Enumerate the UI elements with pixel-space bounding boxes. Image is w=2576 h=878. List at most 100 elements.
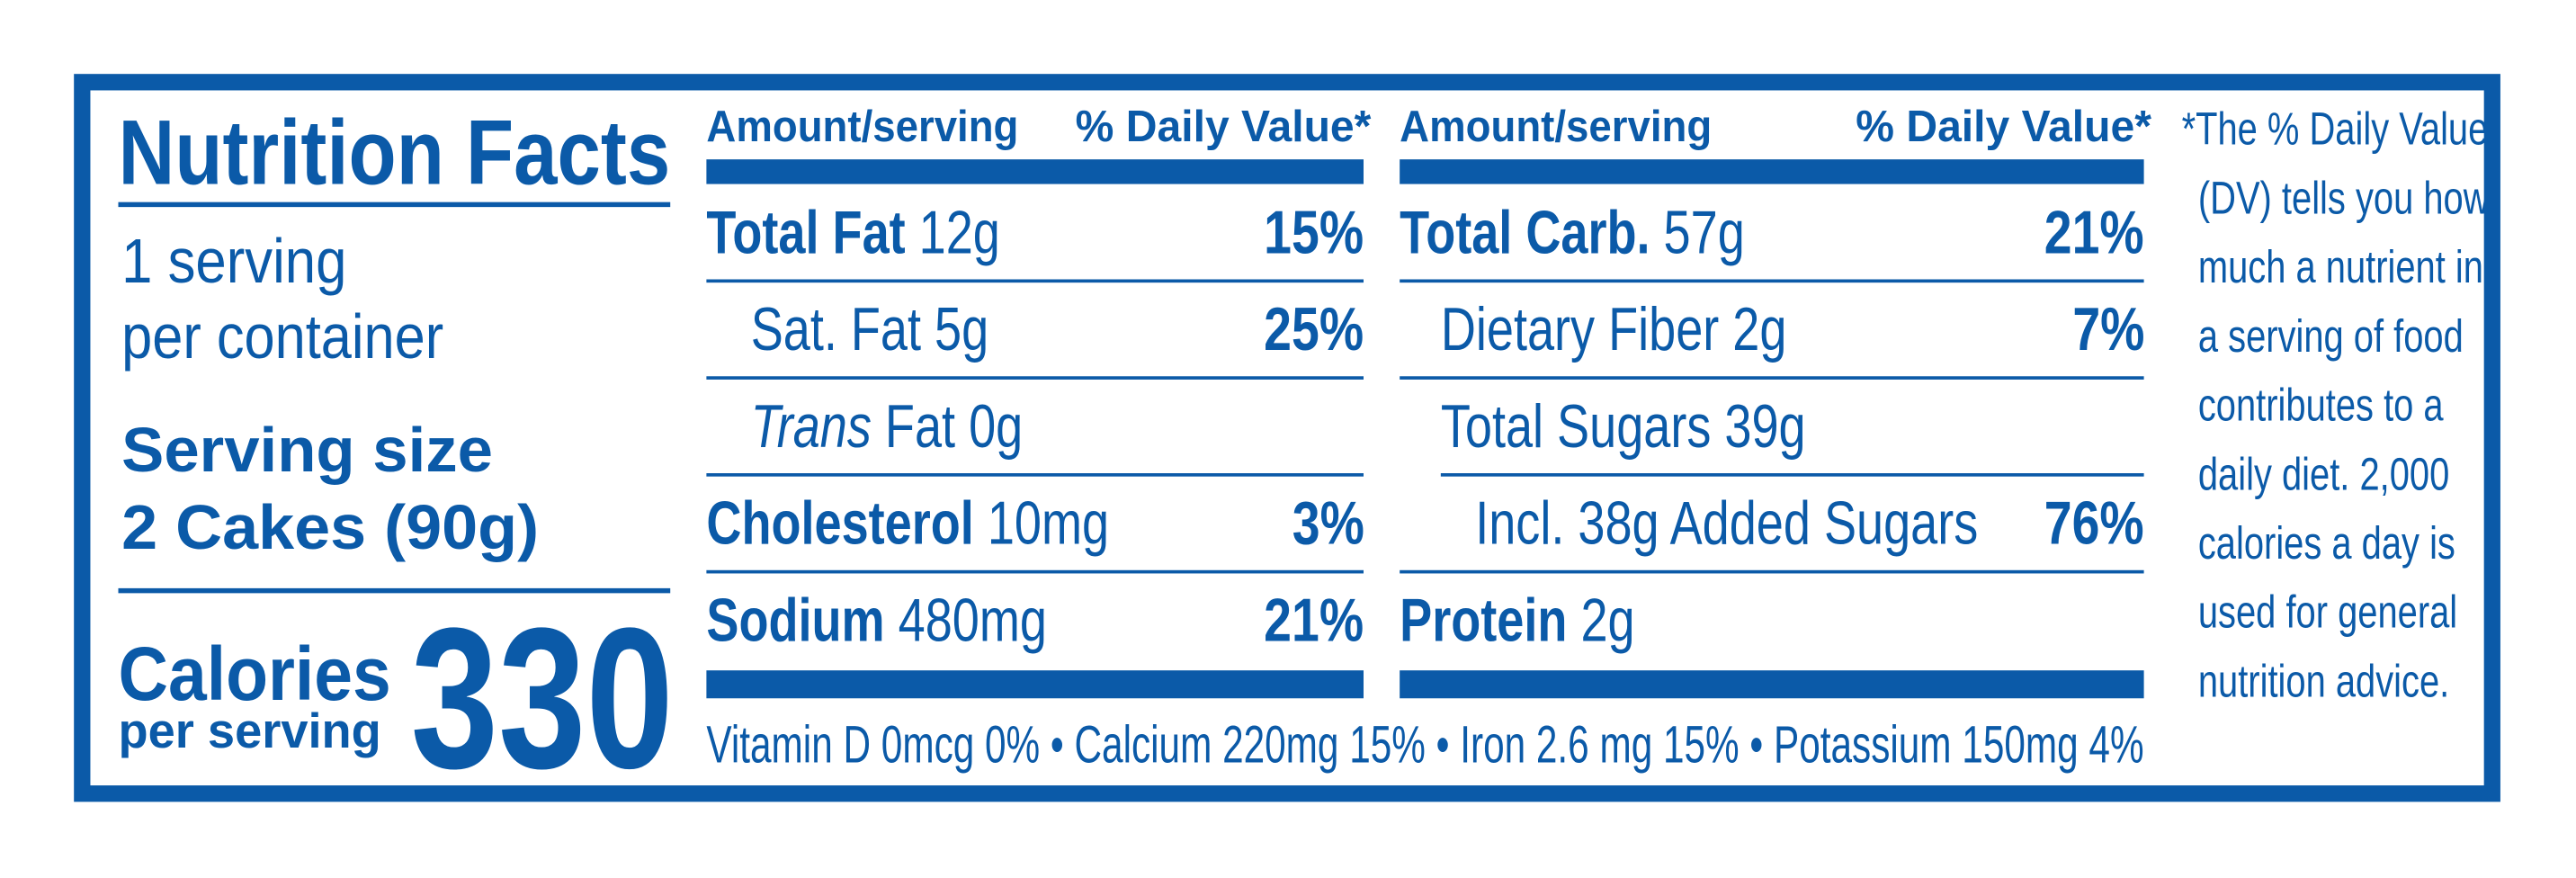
divider (118, 587, 671, 594)
daily-value: 15% (1264, 199, 1364, 266)
header-cell: % Daily Value* (1848, 99, 2151, 155)
footnote-line: contributes to a (2198, 376, 2513, 435)
row-text: Total Carb. 57g (1400, 185, 1830, 279)
calories-label: Calories (118, 631, 391, 717)
header-cell: Amount/serving (1400, 99, 1737, 155)
calories-sublabel: per serving (118, 704, 381, 759)
row-text: Dietary Fiber 2g (1441, 282, 1874, 376)
vitamins: Vitamin D 0mcg 0% • Calcium 220mg 15% • … (706, 714, 2144, 775)
row-text: Total Fat 12g (706, 185, 1073, 279)
nutrient-row: Total Sugars 39g (1400, 380, 2144, 477)
nutrient-row: Incl. 38g Added Sugars 76% (1400, 477, 2144, 574)
footnote-text: daily diet. 2,000 (2197, 448, 2450, 500)
nutrient-amount: 10mg (987, 489, 1110, 558)
header-dv: % Daily Value* (1856, 102, 2152, 152)
row-divider (1440, 473, 2144, 477)
row-divider (1400, 279, 2144, 283)
row-dv: 15% (1242, 185, 1364, 279)
footnote-line: used for general (2198, 583, 2531, 642)
footnote-text: (DV) tells you how (2197, 172, 2490, 224)
nutrient-amount: 480mg (898, 587, 1047, 654)
nutrient-amount: 57g (1663, 199, 1745, 266)
nutrient-row: Cholesterol 10mg 3% (706, 477, 1364, 574)
header-cell: % Daily Value* (1068, 99, 1372, 155)
nutrient-name: Total Sugars 39g (1440, 392, 1806, 461)
thick-bar (706, 670, 1364, 699)
nutrient-name: Protein (1400, 587, 1568, 654)
row-divider (1400, 376, 2144, 380)
row-dv: 3% (1275, 477, 1364, 570)
daily-value: 21% (2044, 199, 2144, 266)
row-divider (706, 279, 1364, 283)
row-label: Protein 2g (1400, 573, 1634, 667)
nutrient-amount: 12g (918, 199, 1000, 266)
row-label: Cholesterol 10mg (706, 477, 1109, 570)
footnote-line: a serving of food (2198, 308, 2538, 367)
row-dv: 25% (1242, 282, 1364, 376)
nutrient-name: Total Carb. (1400, 199, 1650, 266)
serving-size-value: 2 Cakes (90g) (121, 494, 540, 564)
header-cell: Amount/serving (706, 99, 1043, 155)
daily-value: 25% (1264, 295, 1364, 363)
header-dv: % Daily Value* (1075, 102, 1372, 152)
row-label: Total Carb. 57g (1400, 185, 1745, 279)
footnote-line: calories a day is (2198, 515, 2528, 574)
row-text: Incl. 38g Added Sugars (1475, 477, 2104, 570)
footnote-line: much a nutrient in (2198, 238, 2564, 298)
row-dv: 21% (1242, 573, 1364, 667)
row-label: Sat. Fat 5g (751, 282, 988, 376)
row-label: Incl. 38g Added Sugars (1475, 477, 1978, 570)
nutrient-row: Protein 2g (1400, 573, 2143, 670)
footnote-text: calories a day is (2197, 517, 2455, 569)
nutrient-name: Sat. Fat 5g (750, 295, 989, 363)
footnote-line: *The % Daily Value (2182, 100, 2575, 159)
row-text: Cholesterol 10mg (706, 477, 1210, 570)
row-text: Protein 2g (1400, 573, 1694, 667)
footnote-line: (DV) tells you how (2198, 169, 2572, 228)
row-label: Total Fat 12g (706, 185, 999, 279)
nutrient-name: Cholesterol (706, 489, 974, 558)
servings-line: 1 serving (121, 228, 347, 298)
row-label: Trans Fat 0g (751, 380, 1024, 473)
daily-value: 7% (2071, 295, 2144, 363)
daily-value: 76% (2044, 489, 2144, 558)
nutrient-name: Fat 0g (884, 392, 1024, 461)
nutrient-amount: 2g (1580, 587, 1635, 654)
footnote-text: nutrition advice. (2197, 655, 2450, 707)
nutrient-name: Dietary Fiber 2g (1440, 295, 1787, 363)
row-dv: 76% (2022, 477, 2144, 570)
row-divider (1400, 569, 2144, 574)
footnote-text: contributes to a (2197, 379, 2444, 431)
daily-value: 21% (1264, 587, 1364, 654)
row-divider (706, 569, 1364, 574)
row-text: Trans Fat 0g (751, 380, 1091, 473)
nutrient-row: Trans Fat 0g (706, 380, 1364, 477)
nutrient-row: Sat. Fat 5g 25% (706, 282, 1364, 380)
footnote-text: *The % Daily Value (2181, 103, 2489, 155)
row-label: Dietary Fiber 2g (1441, 282, 1787, 376)
thick-bar (706, 159, 1364, 184)
row-text: Sodium 480mg (706, 573, 1131, 667)
nutrient-row: Dietary Fiber 2g 7% (1400, 282, 2144, 380)
serving-size-label: Serving size (121, 417, 493, 487)
row-dv: 21% (2022, 185, 2144, 279)
row-dv: 7% (2056, 282, 2144, 376)
row-text: Total Sugars 39g (1441, 380, 1897, 473)
divider (118, 202, 671, 208)
thick-bar (1400, 159, 2144, 184)
header-amount: Amount/serving (1400, 102, 1713, 152)
daily-value: 3% (1291, 489, 1364, 558)
row-text: Sat. Fat 5g (751, 282, 1049, 376)
servings-line: per container (121, 303, 444, 373)
row-label: Total Sugars 39g (1441, 380, 1806, 473)
footnote-line: daily diet. 2,000 (2198, 445, 2520, 505)
nutrient-row: Total Carb. 57g 21% (1400, 185, 2144, 283)
nutrient-name: Sodium (706, 587, 885, 654)
header-amount: Amount/serving (706, 102, 1019, 152)
nutrient-name-italic: Trans (750, 392, 872, 461)
label-border (74, 74, 2500, 802)
thick-bar (1400, 670, 2144, 699)
footnote-text: a serving of food (2197, 310, 2464, 362)
